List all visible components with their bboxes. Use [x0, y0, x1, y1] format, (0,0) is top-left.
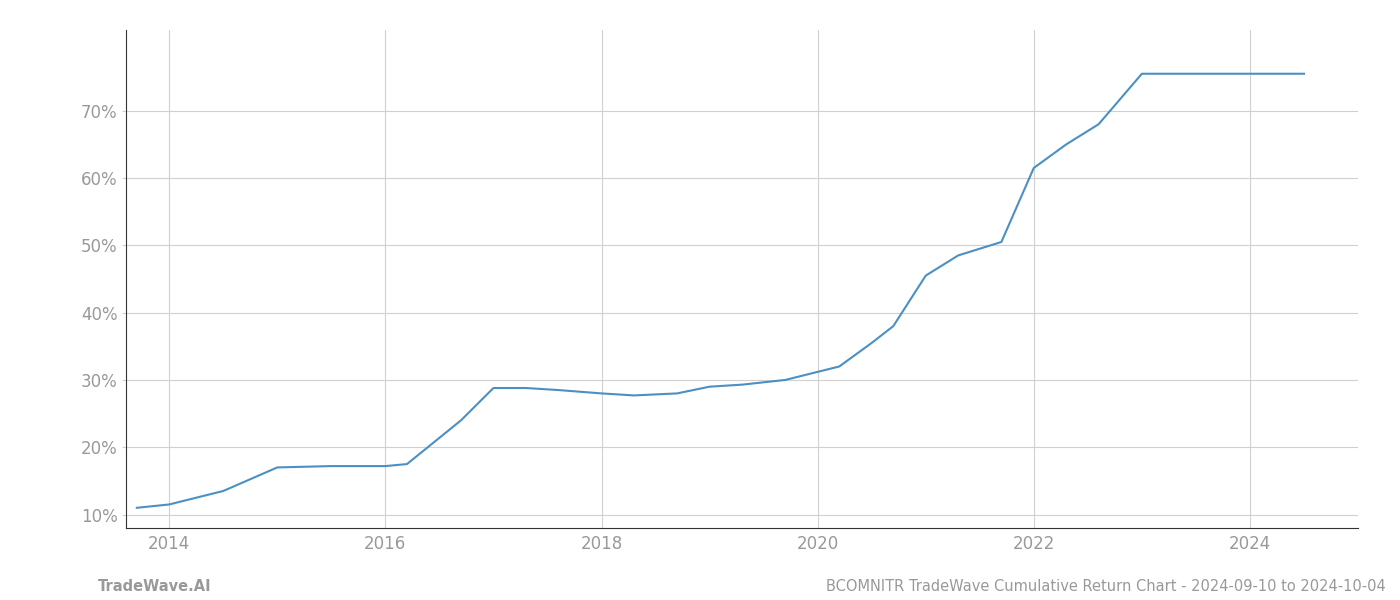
- Text: TradeWave.AI: TradeWave.AI: [98, 579, 211, 594]
- Text: BCOMNITR TradeWave Cumulative Return Chart - 2024-09-10 to 2024-10-04: BCOMNITR TradeWave Cumulative Return Cha…: [826, 579, 1386, 594]
